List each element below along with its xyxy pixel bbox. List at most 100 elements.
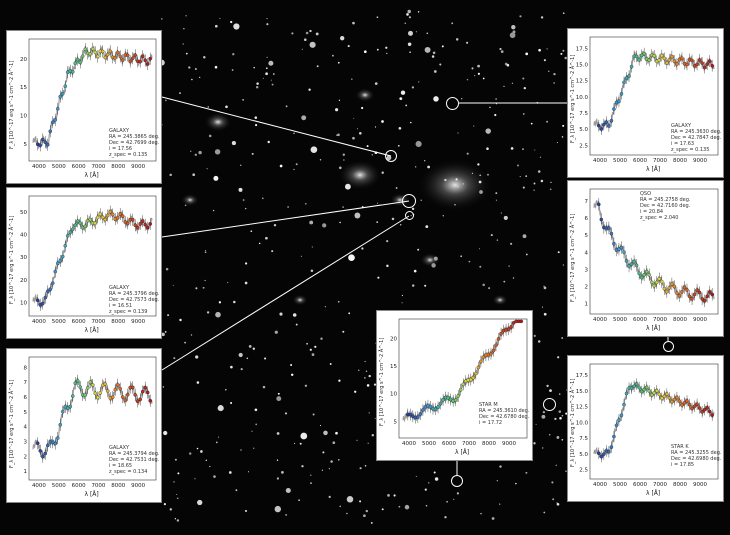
object-info: STAR K RA = 245.3255 deg. Dec = 42.6980 de… — [671, 444, 722, 468]
photometry-point — [83, 393, 87, 397]
photometry-point — [697, 290, 702, 295]
photometry-point — [138, 397, 142, 402]
photometry-point — [612, 434, 616, 439]
y-tick-label: 7 — [24, 380, 28, 386]
x-axis-label: λ [Å] — [646, 325, 661, 332]
x-tick-label: 5000 — [613, 317, 627, 323]
photometry-point — [634, 54, 639, 59]
photometry-point — [622, 250, 626, 254]
object-info-line: STAR M — [479, 402, 498, 408]
photometry-point — [46, 289, 50, 294]
photometry-point — [675, 62, 679, 66]
target-marker-6 — [451, 475, 463, 487]
photometry-point — [604, 120, 609, 124]
x-tick-label: 8000 — [673, 482, 687, 488]
y-tick-label: 20 — [390, 336, 397, 342]
photometry-point — [670, 54, 674, 59]
photometry-point — [421, 408, 425, 412]
photometry-point — [61, 409, 65, 414]
y-tick-label: 5 — [24, 410, 28, 416]
object-info-line: STAR K — [671, 444, 689, 450]
photometry-point — [617, 99, 621, 104]
photometry-point — [78, 385, 82, 389]
photometry-point — [647, 58, 651, 62]
photometry-point — [655, 389, 659, 393]
photometry-point — [474, 371, 478, 376]
photometry-point — [56, 436, 60, 440]
spectrum-plot: 4000 5000 6000 7000 8000 9000 1 2 3 4 5 6 7 — [585, 188, 719, 323]
photometry-point — [695, 402, 699, 407]
y-tick-label: 15 — [20, 85, 27, 91]
x-tick-label: 5000 — [52, 483, 66, 489]
spectrum-plot: 4000 5000 6000 7000 8000 9000 5 10 15 20 — [20, 38, 157, 170]
photometry-point — [41, 137, 45, 142]
x-tick-label: 7000 — [653, 482, 667, 488]
object-info-line: RA = 245.3610 deg. — [479, 408, 530, 414]
object-info-line: RA = 245.3794 deg. — [109, 451, 160, 457]
object-info: GALAXY RA = 245.3865 deg. Dec = 42.7699 de… — [109, 128, 160, 158]
photometry-point — [677, 399, 682, 404]
plot-axes — [28, 38, 157, 162]
photometry-point — [95, 54, 100, 59]
y-axis-label: F_λ [10^-17 erg s^-1 cm^-2 Å^-1] — [9, 215, 15, 304]
y-tick-label: 8 — [24, 365, 28, 371]
x-tick-label: 6000 — [72, 319, 86, 325]
photometry-point — [93, 50, 97, 55]
x-tick-label: 6000 — [633, 482, 647, 488]
spectrum-panel-qso: 4000 5000 6000 7000 8000 9000 1 2 3 4 5 6 7 λ [Å] F_λ … — [567, 180, 724, 337]
photometry-point — [672, 397, 677, 402]
photometry-point — [675, 291, 679, 295]
photometry-point — [619, 413, 624, 417]
x-tick-label: 9000 — [131, 164, 145, 170]
spectrum-panel-galaxy-3: 4000 5000 6000 7000 8000 9000 1 2 3 4 5 6 7 8 λ [Å] F_λ… — [6, 348, 162, 503]
y-tick-label: 17.5 — [576, 46, 589, 52]
photometry-point — [143, 222, 147, 227]
photometry-point — [70, 394, 75, 398]
x-tick-label: 4000 — [593, 482, 607, 488]
photometry-point — [43, 295, 48, 300]
photometry-point — [75, 57, 80, 62]
y-tick-label: 15.0 — [576, 389, 589, 395]
photometry-point — [662, 286, 667, 291]
photometry-point — [138, 59, 142, 64]
photometry-point — [120, 58, 125, 62]
y-tick-label: 40 — [20, 232, 27, 238]
y-tick-label: 5.0 — [579, 127, 588, 133]
object-info-line: z_spec = 0.135 — [671, 147, 710, 153]
photometry-point — [627, 264, 631, 268]
photometry-point — [634, 382, 639, 386]
photometry-point — [710, 64, 714, 68]
photometry-point — [145, 390, 150, 395]
photometry-point — [639, 53, 644, 58]
photometry-point — [100, 215, 105, 220]
photometry-point — [707, 59, 712, 63]
photometry-point — [108, 49, 112, 54]
photometry-point — [115, 383, 120, 387]
x-tick-label: 9000 — [131, 483, 145, 489]
photometry-point — [61, 254, 65, 259]
photometry-point — [51, 120, 55, 124]
x-tick-label: 8000 — [111, 483, 125, 489]
plot-axes — [398, 318, 528, 439]
photometry-point — [506, 327, 511, 331]
photometry-point — [642, 387, 646, 392]
object-info-line: i = 16.51 — [109, 303, 133, 309]
photometry-point — [667, 286, 672, 290]
x-tick-label: 5000 — [613, 158, 627, 164]
photometry-point — [670, 282, 674, 286]
photometry-point — [607, 450, 611, 454]
photometry-point — [680, 403, 684, 407]
plot-axes — [589, 188, 719, 315]
photometry-point — [123, 398, 127, 402]
y-tick-label: 20 — [20, 57, 27, 63]
photometry-point — [140, 219, 145, 223]
photometry-point — [133, 53, 137, 57]
photometry-point — [637, 385, 641, 390]
photometry-point — [110, 212, 115, 217]
x-tick-label: 4000 — [32, 164, 46, 170]
photometry-point — [476, 365, 481, 370]
photometry-point — [140, 389, 145, 394]
target-marker-5 — [663, 341, 674, 352]
photometry-point — [599, 217, 604, 222]
